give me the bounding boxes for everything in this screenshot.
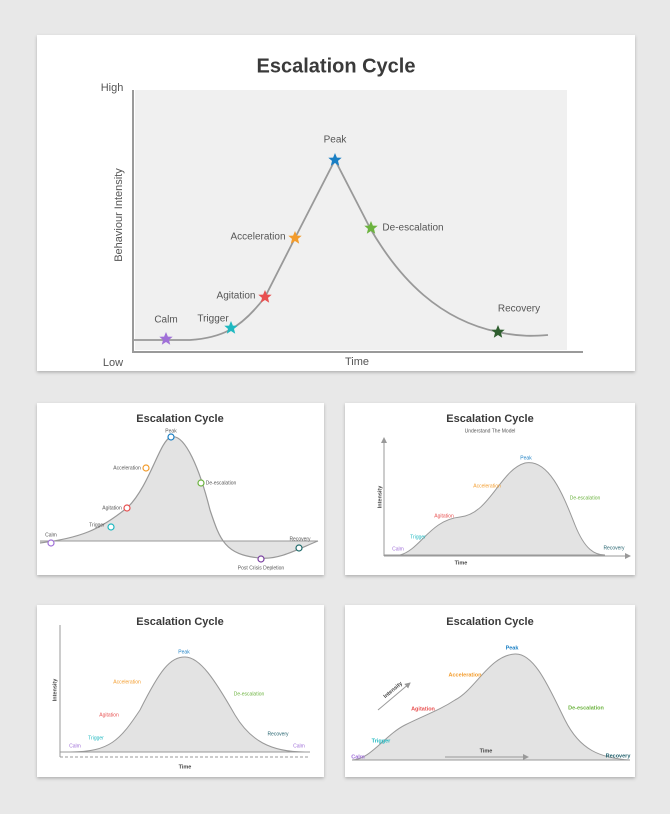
stage-label: Recovery xyxy=(603,545,625,551)
area xyxy=(384,462,606,556)
stage-label: Trigger xyxy=(88,735,104,741)
stage-label: Peak xyxy=(520,455,532,461)
stage-label: Peak xyxy=(165,428,177,434)
stage-label: Acceleration xyxy=(113,679,141,685)
stage-label: Acceleration xyxy=(230,232,285,243)
slide-title: Escalation Cycle xyxy=(136,413,223,425)
stage-label: Trigger xyxy=(197,314,229,325)
y-axis-title: Intensity xyxy=(52,678,58,702)
stage-label: Peak xyxy=(178,649,190,655)
stage-label: Calm xyxy=(351,754,365,760)
marker xyxy=(197,479,205,487)
stage-label: Acceleration xyxy=(473,483,501,489)
stage-label: Recovery xyxy=(289,536,311,542)
stage-label: Agitation xyxy=(434,513,454,519)
stage-label: Calm xyxy=(45,532,57,538)
marker xyxy=(142,464,150,472)
stage-label: Post Crisis Depletion xyxy=(238,565,285,571)
x-axis-title: Time xyxy=(455,560,468,566)
stage-label: Acceleration xyxy=(448,672,482,678)
stage-label: Acceleration xyxy=(113,465,141,471)
marker xyxy=(295,544,303,552)
x-axis-title: Time xyxy=(480,748,493,754)
marker xyxy=(47,539,55,547)
slide-title: Escalation Cycle xyxy=(257,55,416,77)
axes xyxy=(132,90,583,353)
stage-label: Recovery xyxy=(498,304,540,315)
x-axis-title: Time xyxy=(179,764,192,770)
stage-label: Recovery xyxy=(267,731,289,737)
stage-label: Calm xyxy=(154,315,177,326)
axis-high: High xyxy=(101,82,124,94)
marker xyxy=(167,433,175,441)
marker xyxy=(107,523,115,531)
area xyxy=(351,653,631,761)
marker xyxy=(257,555,265,563)
stage-label: De-escalation xyxy=(568,705,604,711)
stage-label: Calm xyxy=(69,743,81,749)
stage-label: Peak xyxy=(324,135,348,146)
stage-label: Calm xyxy=(293,743,305,749)
stage-label: De-escalation xyxy=(382,223,443,234)
stage-label: Agitation xyxy=(217,291,256,302)
stage-label: Agitation xyxy=(411,706,435,712)
markers xyxy=(47,433,303,563)
y-axis-title: Behaviour Intensity xyxy=(113,168,125,262)
x-axis-title: Time xyxy=(345,356,369,368)
slide-subtitle: Understand The Model xyxy=(465,428,516,434)
stage-label: De-escalation xyxy=(234,691,265,697)
slide-title: Escalation Cycle xyxy=(446,413,533,425)
axis-low: Low xyxy=(103,357,123,369)
stage-label: Trigger xyxy=(410,534,426,540)
stage-label: Agitation xyxy=(99,712,119,718)
intensity-arrow xyxy=(377,682,411,711)
stage-label: De-escalation xyxy=(570,495,601,501)
area xyxy=(69,656,306,753)
stage-label: Recovery xyxy=(606,753,632,759)
stage-label: Trigger xyxy=(372,738,392,744)
stage-label: Agitation xyxy=(102,505,122,511)
plot-area xyxy=(135,90,567,350)
stage-label: Peak xyxy=(506,645,520,651)
y-axis-title: Intensity xyxy=(377,485,383,509)
marker xyxy=(123,504,131,512)
slide-title: Escalation Cycle xyxy=(446,616,533,628)
stage-label: De-escalation xyxy=(206,480,237,486)
slide-title: Escalation Cycle xyxy=(136,616,223,628)
stage-label: Calm xyxy=(392,546,404,552)
stage-label: Trigger xyxy=(89,522,105,528)
